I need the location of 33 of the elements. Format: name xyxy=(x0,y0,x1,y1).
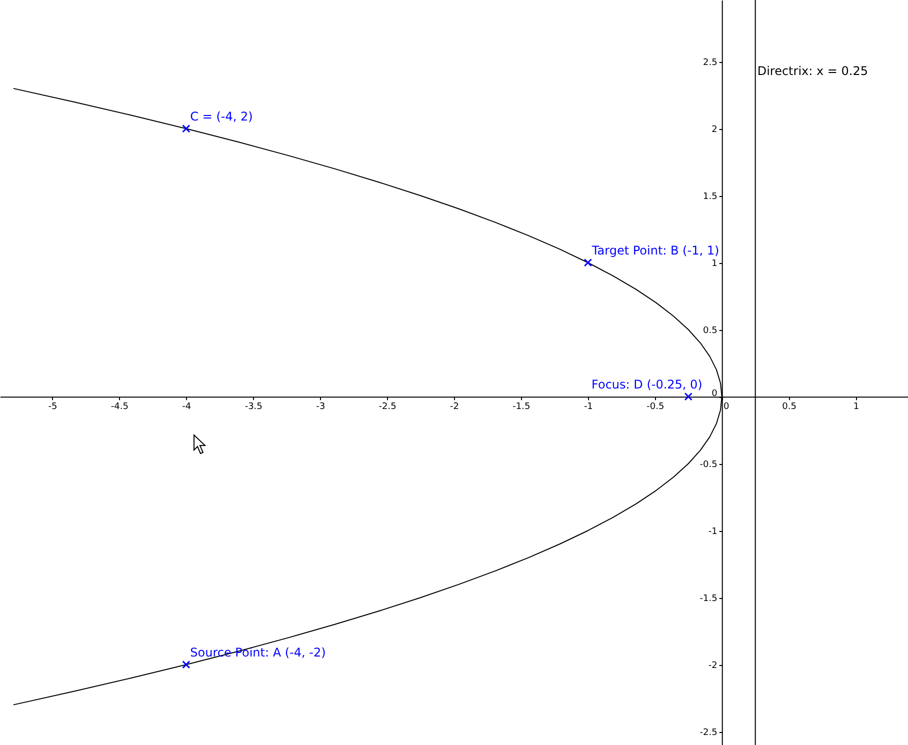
annotation: Source Point: A (-4, -2) xyxy=(190,646,326,660)
annotation: Focus: D (-0.25, 0) xyxy=(592,378,702,392)
x-tick-label: -5 xyxy=(48,402,58,412)
point xyxy=(584,258,592,267)
point xyxy=(182,660,190,669)
x-tick-label: -4 xyxy=(182,402,192,412)
x-tick-label: -4.5 xyxy=(110,402,128,412)
ref-line-label: Directrix: x = 0.25 xyxy=(757,64,868,78)
y-tick-label: -1.5 xyxy=(700,594,718,604)
x-tick-label: 1 xyxy=(853,402,860,412)
x-tick-label: -0.5 xyxy=(646,402,664,412)
point xyxy=(684,392,692,401)
y-tick-label: 2 xyxy=(712,125,718,136)
y-tick-label: 0 xyxy=(712,389,718,400)
annotation: C = (-4, 2) xyxy=(190,110,253,124)
x-tick-label: -2 xyxy=(450,402,459,412)
y-tick-label: -0.5 xyxy=(700,460,718,470)
y-tick-label: 2.5 xyxy=(703,58,718,68)
y-tick-label: -2.5 xyxy=(700,728,718,738)
y-tick-label: -1 xyxy=(708,527,718,538)
x-tick-label: -3.5 xyxy=(244,402,262,412)
y-tick-label: -2 xyxy=(708,661,718,672)
y-tick-label: 0.5 xyxy=(703,326,718,336)
x-tick-label: -1 xyxy=(584,402,593,412)
y-tick-label: 1.5 xyxy=(703,192,718,202)
x-tick-label: 0 xyxy=(723,402,730,412)
x-tick-label: -1.5 xyxy=(512,402,530,412)
x-tick-label: -3 xyxy=(316,402,326,412)
x-tick-label: -2.5 xyxy=(378,402,396,412)
y-tick-label: 1 xyxy=(712,259,718,270)
x-tick-label: 0.5 xyxy=(782,402,796,412)
point xyxy=(182,124,190,133)
annotation: Target Point: B (-1, 1) xyxy=(590,244,720,258)
